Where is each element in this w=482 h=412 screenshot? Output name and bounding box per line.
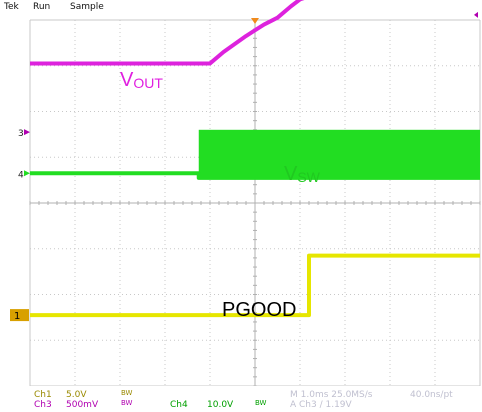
ch4-label: Ch4 — [170, 400, 188, 410]
ch3-label: Ch3 — [34, 400, 52, 410]
ch4-bandwidth: BW — [255, 399, 267, 407]
acquisition-mode: Sample — [70, 2, 104, 12]
brand-label: Tek — [4, 2, 19, 12]
ch1-bandwidth: BW — [121, 389, 133, 397]
vsw-label: VSW — [284, 163, 321, 185]
timebase-readout: M 1.0ms 25.0MS/s — [290, 390, 373, 400]
trace-labels: VOUT VSW PGOOD — [120, 69, 321, 321]
ch1-scale: 5.0V — [66, 390, 87, 400]
status-bar: Tek Run Sample — [0, 0, 482, 18]
vout-trace — [30, 0, 305, 66]
ch3-bandwidth: BW — [121, 399, 133, 407]
ch1-marker — [10, 309, 29, 322]
vsw-marker-label: 4 — [18, 170, 24, 180]
settings-readout: Ch1 5.0V BW Ch3 500mV BW Ch4 10.0V BW M … — [0, 386, 482, 412]
ch1-label: Ch1 — [34, 390, 52, 400]
vsw-marker-arrow — [24, 170, 30, 177]
graticule — [29, 18, 481, 386]
pgood-label: PGOOD — [222, 299, 296, 321]
vsw-switching-band — [198, 129, 480, 178]
pgood-trace — [30, 253, 480, 318]
vout-label: VOUT — [120, 69, 163, 91]
run-state: Run — [33, 2, 51, 12]
ch3-marker-arrow — [24, 129, 30, 136]
ch3-scale: 500mV — [66, 400, 99, 410]
scope-display: VOUT VSW PGOOD 4 1 3 — [10, 0, 481, 386]
trigger-readout: A Ch3 ∕ 1.19V — [290, 400, 352, 410]
vsw-trace — [30, 171, 480, 180]
traces — [30, 0, 480, 318]
ch1-marker-label: 1 — [14, 311, 20, 322]
ch3-marker-label: 3 — [18, 129, 24, 139]
record-readout: 40.0ns/pt — [410, 390, 453, 400]
vout-offscreen-icon — [474, 11, 478, 18]
channel-markers: 4 1 3 — [10, 11, 478, 322]
ch4-scale: 10.0V — [207, 400, 234, 410]
trigger-position-icon — [251, 18, 259, 24]
